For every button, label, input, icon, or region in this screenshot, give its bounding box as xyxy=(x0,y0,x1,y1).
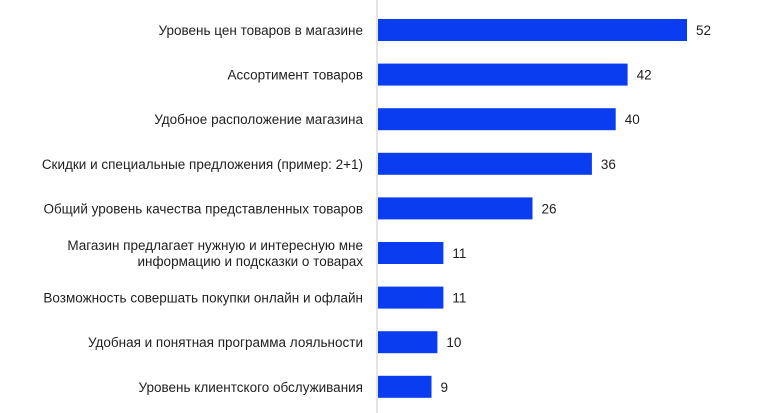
data-label: 52 xyxy=(696,23,711,38)
bar xyxy=(378,375,432,398)
bar xyxy=(378,242,444,264)
data-label: 40 xyxy=(625,112,640,127)
data-label: 11 xyxy=(452,291,466,306)
category-label: Общий уровень качества представленных то… xyxy=(43,201,363,216)
data-label: 10 xyxy=(446,335,461,350)
bar xyxy=(378,197,533,220)
category-label: Уровень цен товаров в магазине xyxy=(159,23,363,38)
data-label: 11 xyxy=(452,246,466,261)
category-label: Магазин предлагает нужную и интересную м… xyxy=(67,238,363,269)
bar xyxy=(378,286,444,309)
data-label: 9 xyxy=(441,380,449,395)
category-label: Возможность совершать покупки онлайн и о… xyxy=(43,291,363,306)
data-label: 26 xyxy=(542,201,557,216)
bar xyxy=(378,331,438,354)
bar xyxy=(378,152,592,175)
category-label: Удобная и понятная программа лояльности xyxy=(88,335,363,350)
bar xyxy=(378,108,616,131)
bars-layer xyxy=(378,19,687,398)
category-labels: Уровень цен товаров в магазине Ассортимен… xyxy=(42,23,364,395)
data-label: 42 xyxy=(637,68,652,83)
category-label: Ассортимент товаров xyxy=(227,68,363,83)
bar xyxy=(378,63,628,86)
category-label: Уровень клиентского обслуживания xyxy=(139,380,363,395)
category-label: Удобное расположение магазина xyxy=(154,112,363,127)
data-label: 36 xyxy=(601,157,616,172)
category-label: Скидки и специальные предложения (пример… xyxy=(42,157,363,172)
value-labels: 52 42 40 36 26 11 11 10 9 xyxy=(441,23,712,395)
bar xyxy=(378,19,687,41)
